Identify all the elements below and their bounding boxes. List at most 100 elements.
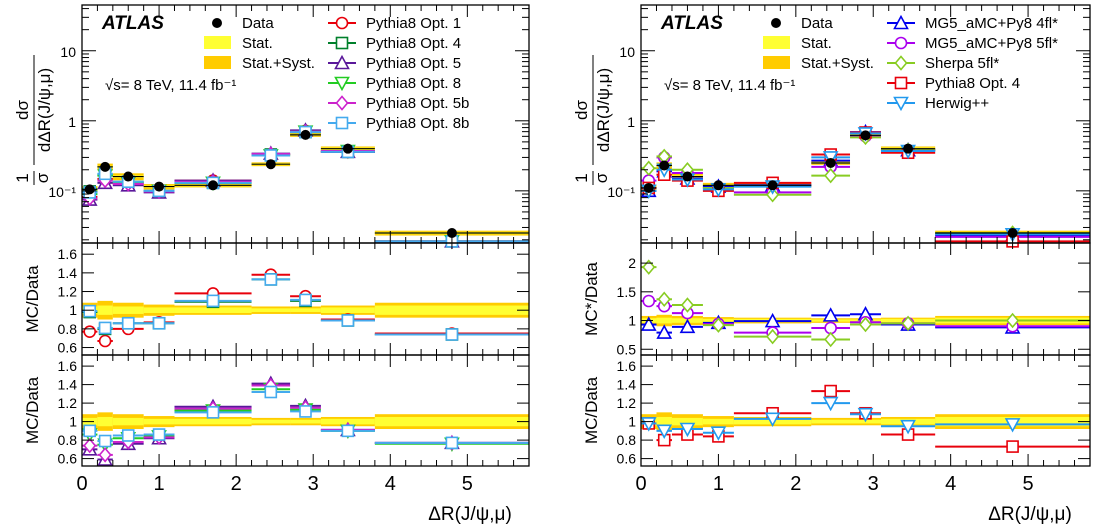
ratio-stat-band bbox=[656, 416, 672, 427]
ratio-stat-band bbox=[97, 305, 113, 315]
legend-marker bbox=[894, 36, 908, 50]
legend-entry: Pythia8 Opt. 1 bbox=[366, 15, 461, 32]
data-point bbox=[84, 184, 95, 195]
ratio-marker bbox=[98, 321, 112, 335]
ratio-marker bbox=[822, 307, 839, 322]
ratio-marker bbox=[83, 304, 97, 318]
main-ylabel: 1 σ dσ dΔR(J/ψ,μ) bbox=[572, 55, 613, 185]
ratio-marker bbox=[152, 428, 166, 441]
ratio-ytick-label: 0.6 bbox=[58, 340, 78, 356]
legend-marker bbox=[335, 36, 349, 50]
ratio-stat-band bbox=[251, 419, 291, 424]
ratio-ytick-label: 1.2 bbox=[58, 284, 78, 300]
ratio-marker bbox=[680, 297, 694, 313]
xtick-label: 1 bbox=[154, 473, 165, 495]
ratio-marker bbox=[83, 437, 97, 454]
ratio-stat-band bbox=[320, 307, 375, 313]
legend-marker bbox=[894, 76, 908, 90]
ratio-stat-band bbox=[174, 418, 252, 425]
ratio-marker bbox=[299, 405, 312, 418]
ratio-ylabel-text: MC/Data bbox=[23, 376, 42, 444]
ylabel-numerator: dσ bbox=[13, 100, 32, 120]
ratio-stat-band bbox=[97, 416, 113, 427]
ratio-frame bbox=[640, 354, 1091, 467]
ratio-ytick-label: 1.6 bbox=[58, 246, 78, 262]
ratio-marker bbox=[206, 294, 220, 308]
legend-data-marker bbox=[212, 18, 222, 28]
legend-marker bbox=[334, 76, 350, 92]
ratio-stat-band bbox=[112, 306, 144, 314]
ratio-ylabel-text: MC/Data bbox=[23, 265, 42, 333]
ytick-label: 10 bbox=[60, 44, 76, 60]
ratio-marker bbox=[656, 424, 673, 440]
legend-marker bbox=[893, 96, 909, 112]
ratio-marker bbox=[857, 407, 874, 423]
ratio-ytick-label: 0.8 bbox=[617, 432, 637, 448]
xtick-label: 4 bbox=[385, 473, 396, 495]
ratio-marker bbox=[445, 328, 459, 341]
ratio-marker bbox=[264, 273, 278, 286]
legend-stat-swatch bbox=[763, 36, 790, 49]
data-point bbox=[342, 143, 353, 154]
ratio-ytick-label: 1.4 bbox=[58, 265, 78, 281]
legend-syst-swatch bbox=[204, 56, 231, 69]
ratio-marker bbox=[901, 315, 915, 332]
ratio-ytick-label: 1.4 bbox=[617, 377, 637, 393]
ratio-stat-band bbox=[656, 317, 672, 324]
legend-data-marker bbox=[771, 18, 781, 28]
ratio-ytick-label: 1.2 bbox=[58, 395, 78, 411]
xtick-label: 2 bbox=[231, 473, 242, 495]
ratio-ylabel: MC/Data bbox=[23, 265, 42, 333]
xtick-label: 2 bbox=[790, 473, 801, 495]
ratio-marker bbox=[642, 259, 656, 275]
ratio-marker bbox=[679, 318, 696, 334]
data-point bbox=[713, 180, 724, 191]
ratio-ytick-label: 1.2 bbox=[617, 395, 637, 411]
ratio-ylabel: MC/Data bbox=[582, 376, 601, 444]
ytick-label: 10⁻¹ bbox=[48, 184, 76, 200]
ratio-frame bbox=[81, 354, 530, 467]
ratio-ytick-label: 1.5 bbox=[617, 284, 637, 300]
ratio-marker bbox=[83, 325, 97, 338]
legend-data: Data bbox=[801, 15, 833, 32]
legend-stat: Stat. bbox=[242, 35, 273, 52]
data-point bbox=[300, 129, 311, 140]
ylabel-numerator: dσ bbox=[572, 100, 591, 120]
ratio-marker bbox=[824, 384, 837, 398]
mc-marker bbox=[824, 167, 838, 184]
ratio-ytick-label: 1 bbox=[628, 313, 636, 329]
legend-entry: Pythia8 Opt. 5 bbox=[366, 55, 461, 72]
ratio-ytick-label: 1 bbox=[69, 302, 77, 318]
data-point bbox=[682, 171, 693, 182]
xtick-label: 3 bbox=[308, 473, 319, 495]
ylabel-denominator: dΔR(J/ψ,μ) bbox=[35, 68, 54, 152]
ratio-marker bbox=[98, 434, 112, 448]
data-point bbox=[903, 143, 914, 154]
data-point bbox=[659, 160, 670, 171]
atlas-label: ATLAS bbox=[660, 13, 723, 34]
xaxis-label: ΔR(J/ψ,μ) bbox=[988, 504, 1072, 525]
data-point bbox=[860, 130, 871, 141]
legend-entry: MG5_aMC+Py8 5fl* bbox=[925, 35, 1058, 52]
legend-syst-swatch bbox=[763, 56, 790, 69]
ratio-marker bbox=[642, 294, 656, 308]
data-point bbox=[1007, 228, 1018, 239]
legend-entry: Pythia8 Opt. 4 bbox=[366, 35, 461, 52]
ratio-stat-band bbox=[320, 418, 375, 425]
ratio-ylabel-text: MC/Data bbox=[582, 376, 601, 444]
ratio-marker bbox=[764, 412, 781, 428]
legend-marker bbox=[893, 14, 909, 30]
ratio-marker bbox=[900, 419, 916, 435]
ratio-marker bbox=[1006, 312, 1020, 329]
ratio-stat-band bbox=[143, 418, 175, 425]
mc-marker bbox=[822, 151, 839, 166]
ratio-stat-band bbox=[251, 308, 291, 313]
legend-syst: Stat.+Syst. bbox=[801, 55, 874, 72]
legend-stat: Stat. bbox=[801, 35, 832, 52]
atlas-label: ATLAS bbox=[101, 13, 164, 34]
ratio-marker bbox=[121, 429, 135, 442]
xtick-label: 5 bbox=[462, 473, 473, 495]
ratio-marker bbox=[858, 316, 873, 333]
legend-entry: Herwig++ bbox=[925, 95, 989, 112]
